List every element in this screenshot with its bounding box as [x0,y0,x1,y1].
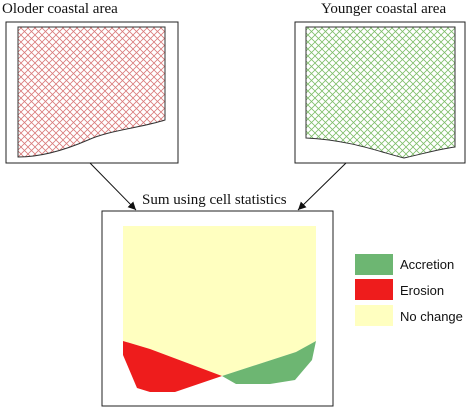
legend-swatch-no-change [355,305,393,326]
accretion-region [222,341,316,384]
legend-label-no-change: No change [400,309,463,324]
legend-label-accretion: Accretion [400,257,455,272]
sum-title: Sum using cell statistics [142,192,287,208]
legend-label-erosion: Erosion [400,283,445,298]
arrow-younger-to-sum [297,162,347,211]
older-area-shape [17,26,166,158]
erosion-region [123,341,222,392]
older-area-title: Oloder coastal area [2,1,118,17]
younger-area-title: Younger coastal area [321,1,447,17]
legend-swatch-accretion [355,254,393,275]
younger-area-shape [305,26,456,159]
arrow-older-to-sum [89,162,137,211]
legend-swatch-erosion [355,279,393,300]
no-change-region [123,226,316,376]
